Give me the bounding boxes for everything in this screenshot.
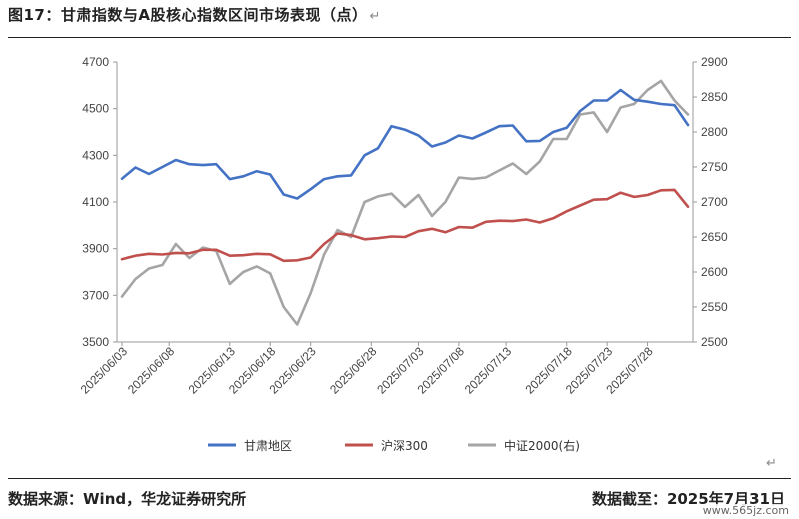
left-tick-label: 3700 xyxy=(82,288,109,302)
left-tick-label: 4100 xyxy=(82,195,109,209)
series-line-0 xyxy=(120,88,690,200)
left-tick-label: 4700 xyxy=(82,55,109,69)
top-rule xyxy=(8,37,791,38)
x-tick-label: 2025/07/13 xyxy=(462,344,515,397)
left-tick-label: 4500 xyxy=(82,102,109,116)
x-tick-label: 2025/06/08 xyxy=(125,344,178,397)
watermark: www.565jz.com xyxy=(700,504,791,517)
left-tick-label: 4300 xyxy=(82,148,109,162)
legend: 甘肃地区 沪深300 中证2000(右) xyxy=(208,438,580,453)
figure-title-text: 图17：甘肃指数与A股核心指数区间市场表现（点） xyxy=(8,6,368,24)
figure-title: 图17：甘肃指数与A股核心指数区间市场表现（点） ↵ xyxy=(8,4,381,25)
left-tick-label: 3900 xyxy=(82,242,109,256)
right-tick-label: 2750 xyxy=(701,160,728,174)
return-mark-icon: ↵ xyxy=(369,9,381,24)
right-tick-label: 2600 xyxy=(701,265,728,279)
left-tick-label: 3500 xyxy=(82,335,109,349)
legend-label-1: 沪深300 xyxy=(381,439,428,453)
right-tick-label: 2800 xyxy=(701,125,728,139)
return-mark-icon: ↵ xyxy=(766,456,777,471)
chart: 3500 3700 3900 4100 4300 4500 4700 2500 2550 2600… xyxy=(78,55,728,453)
right-tick-label: 2850 xyxy=(701,90,728,104)
right-tick-label: 2650 xyxy=(701,230,728,244)
series-line-1 xyxy=(120,188,690,263)
data-date-note: 数据截至：2025年7月31日 xyxy=(591,490,785,508)
legend-label-2: 中证2000(右) xyxy=(504,438,580,453)
x-tick-label: 2025/06/28 xyxy=(327,344,380,397)
right-tick-label: 2550 xyxy=(701,300,728,314)
x-tick-label: 2025/06/03 xyxy=(78,344,131,397)
series-line-2 xyxy=(120,79,690,326)
bottom-rule xyxy=(8,478,791,479)
source-note: 数据来源：Wind，华龙证券研究所 xyxy=(8,490,247,508)
right-tick-label: 2700 xyxy=(701,195,728,209)
legend-label-0: 甘肃地区 xyxy=(244,439,292,453)
right-tick-label: 2900 xyxy=(701,55,728,69)
series-layer xyxy=(120,79,690,326)
right-tick-label: 2500 xyxy=(701,335,728,349)
